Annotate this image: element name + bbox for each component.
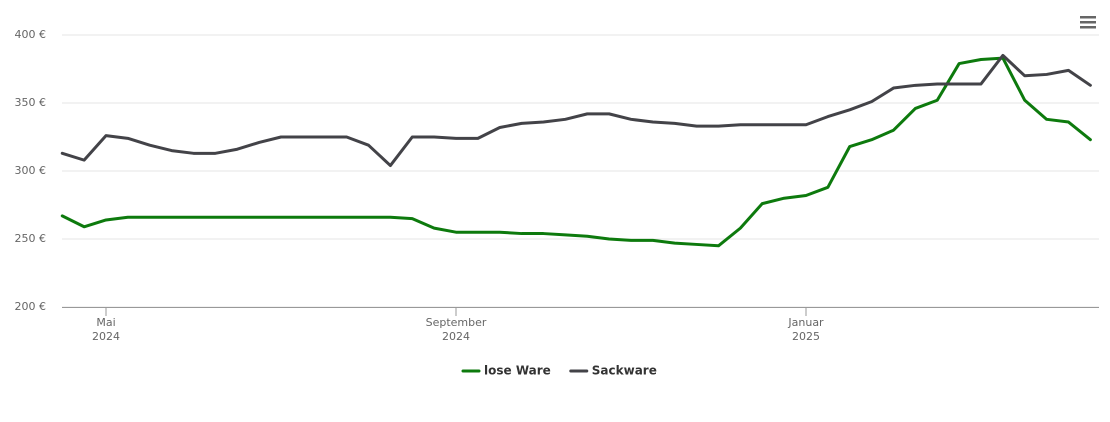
y-tick-label: 200 € <box>15 300 47 313</box>
y-tick-label: 300 € <box>15 164 47 177</box>
legend-item[interactable]: Sackware <box>569 364 657 378</box>
menu-button[interactable] <box>1080 16 1096 29</box>
x-tick-label: Januar <box>787 316 824 329</box>
x-tick-label: 2024 <box>442 330 470 343</box>
legend-label: lose Ware <box>484 364 551 378</box>
y-tick-label: 250 € <box>15 232 47 245</box>
y-tick-label: 350 € <box>15 96 47 109</box>
legend: lose Ware Sackware <box>461 364 657 378</box>
menu-bar <box>1080 16 1096 19</box>
y-tick-label: 400 € <box>15 28 47 41</box>
series-line <box>60 53 1092 168</box>
x-tick-label: Mai <box>96 316 115 329</box>
legend-label: Sackware <box>592 364 657 378</box>
menu-bar <box>1080 21 1096 24</box>
menu-bar <box>1080 26 1096 29</box>
x-tick-label: 2024 <box>92 330 120 343</box>
x-tick-label: 2025 <box>792 330 820 343</box>
legend-item[interactable]: lose Ware <box>461 364 551 378</box>
x-tick-label: September <box>426 316 487 329</box>
series-line <box>60 56 1092 248</box>
